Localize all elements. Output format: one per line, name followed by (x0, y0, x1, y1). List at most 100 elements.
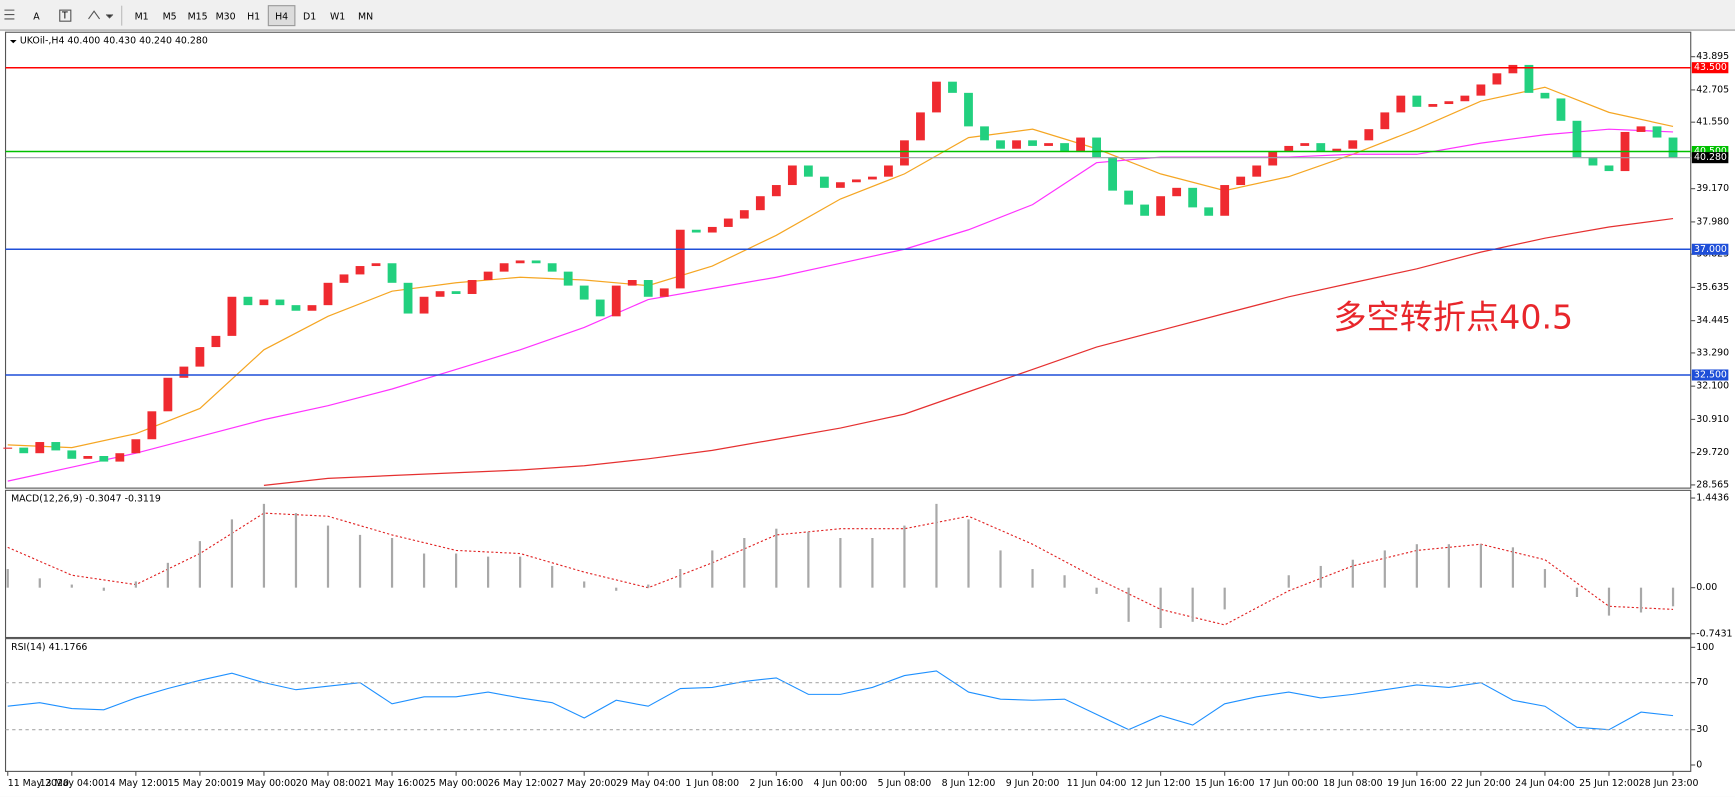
timeframe-button[interactable]: D1 (303, 11, 316, 22)
price-level-tag (1691, 62, 1729, 74)
candle (195, 347, 205, 367)
x-tick-label: 1 Jun 08:00 (685, 778, 739, 789)
candle (1140, 204, 1150, 216)
label-tool[interactable]: T (61, 11, 68, 22)
candle (211, 335, 221, 348)
y-tick-label: 28.565 (1696, 479, 1729, 490)
candle (1156, 196, 1166, 216)
candle (179, 366, 189, 378)
toolbar (0, 0, 1735, 31)
candle (1604, 165, 1614, 172)
text-label-icon[interactable] (59, 9, 72, 22)
y-tick-label: 43.895 (1696, 51, 1729, 62)
x-tick-label: 27 May 20:00 (552, 778, 616, 789)
candle (483, 271, 493, 281)
candle (307, 305, 317, 311)
main-panel-frame (4, 31, 1692, 489)
candle (1668, 137, 1678, 158)
x-tick-label: 25 May 00:00 (424, 778, 488, 789)
timeframe-button[interactable]: M15 (188, 11, 208, 22)
x-tick-label: 15 Jun 16:00 (1195, 778, 1255, 789)
candle (371, 263, 381, 267)
candle (659, 288, 669, 297)
candle (1332, 148, 1342, 152)
candle (1348, 140, 1358, 149)
candle (1108, 157, 1118, 191)
candle (787, 165, 797, 186)
candle (163, 377, 173, 412)
candle (1220, 185, 1230, 216)
candle (1188, 187, 1198, 208)
y-tick-label: 0 (1696, 759, 1702, 770)
y-tick-label: 32.100 (1696, 381, 1729, 392)
timeframe-button[interactable]: W1 (330, 11, 345, 22)
moving-average (7, 86, 1674, 449)
candle (147, 411, 157, 440)
candle (1508, 64, 1518, 74)
x-tick-label: 17 Jun 00:00 (1259, 778, 1319, 789)
candle (723, 218, 733, 227)
candle (467, 280, 477, 294)
candle (980, 126, 989, 141)
candle (1556, 98, 1566, 121)
candle (1172, 187, 1182, 197)
y-tick-label: 30 (1696, 724, 1708, 735)
candle (499, 263, 509, 272)
candle (835, 182, 845, 188)
dropdown-icon[interactable] (105, 14, 114, 19)
x-tick-label: 24 Jun 04:00 (1515, 778, 1575, 789)
timeframe-button[interactable]: H4 (275, 11, 288, 22)
timeframe-button[interactable]: H1 (247, 11, 260, 22)
menu-icon[interactable] (4, 9, 15, 20)
y-tick-label: 42.705 (1696, 84, 1729, 95)
candle (259, 299, 269, 306)
candle (1396, 95, 1406, 113)
price-level-tag (1691, 369, 1729, 381)
candle (819, 176, 829, 188)
candle (1316, 143, 1326, 152)
price-level-tag (1691, 243, 1729, 255)
candle (1428, 104, 1438, 107)
candle (1412, 95, 1422, 107)
candle (339, 274, 349, 283)
y-tick-label: 34.445 (1696, 315, 1729, 326)
y-tick-label: 35.635 (1696, 282, 1729, 293)
candle (3, 447, 13, 449)
x-tick-label: 19 May 00:00 (232, 778, 296, 789)
candle (35, 442, 45, 454)
candle (1092, 137, 1101, 158)
x-tick-label: 25 Jun 12:00 (1579, 778, 1639, 789)
main-header: UKOil-,H4 40.400 40.430 40.240 40.280 (20, 36, 208, 47)
candle (291, 305, 301, 311)
collapse-arrow[interactable] (9, 39, 17, 44)
candle (1364, 129, 1374, 141)
timeframe-button[interactable]: M30 (216, 11, 236, 22)
current-price-tag (1691, 152, 1729, 164)
candle (996, 140, 1005, 149)
timeframe-button[interactable]: M1 (135, 11, 149, 22)
candle (1060, 143, 1069, 152)
candle (323, 282, 333, 306)
candle (227, 296, 237, 336)
x-tick-label: 13 May 04:00 (40, 778, 104, 789)
timeframe-button[interactable]: M5 (163, 11, 177, 22)
candle (1300, 143, 1310, 146)
candle (579, 285, 589, 300)
moving-average (263, 217, 1674, 486)
candle (1524, 64, 1534, 93)
candle (691, 229, 701, 233)
annotation: 多空转折点40.5 (1333, 297, 1573, 336)
current-price-label: 40.280 (1694, 152, 1727, 163)
shapes-icon[interactable] (88, 10, 101, 20)
candle (803, 165, 813, 177)
x-tick-label: 15 May 20:00 (168, 778, 232, 789)
timeframe-button[interactable]: MN (358, 11, 373, 22)
price-level-label: 32.500 (1694, 369, 1727, 380)
candle (771, 185, 781, 197)
text-tool[interactable]: A (33, 11, 40, 22)
macd-signal (7, 512, 1674, 626)
candle (355, 266, 365, 275)
x-tick-label: 28 Jun 23:00 (1639, 778, 1699, 789)
candle (916, 112, 925, 141)
candle (675, 229, 685, 289)
